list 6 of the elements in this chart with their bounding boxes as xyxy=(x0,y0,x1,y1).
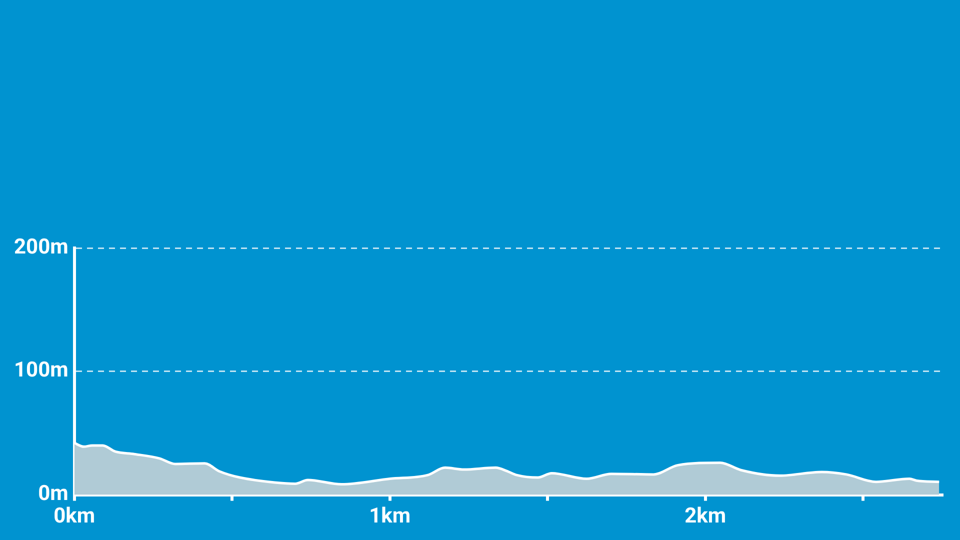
x-tick-label: 0km xyxy=(54,504,96,529)
x-tick-label: 1km xyxy=(369,504,411,529)
y-tick-label: 100m xyxy=(14,358,68,383)
y-tick-label: 0m xyxy=(38,482,68,506)
y-tick-label: 200m xyxy=(14,235,68,260)
x-tick-label: 2km xyxy=(684,504,726,529)
